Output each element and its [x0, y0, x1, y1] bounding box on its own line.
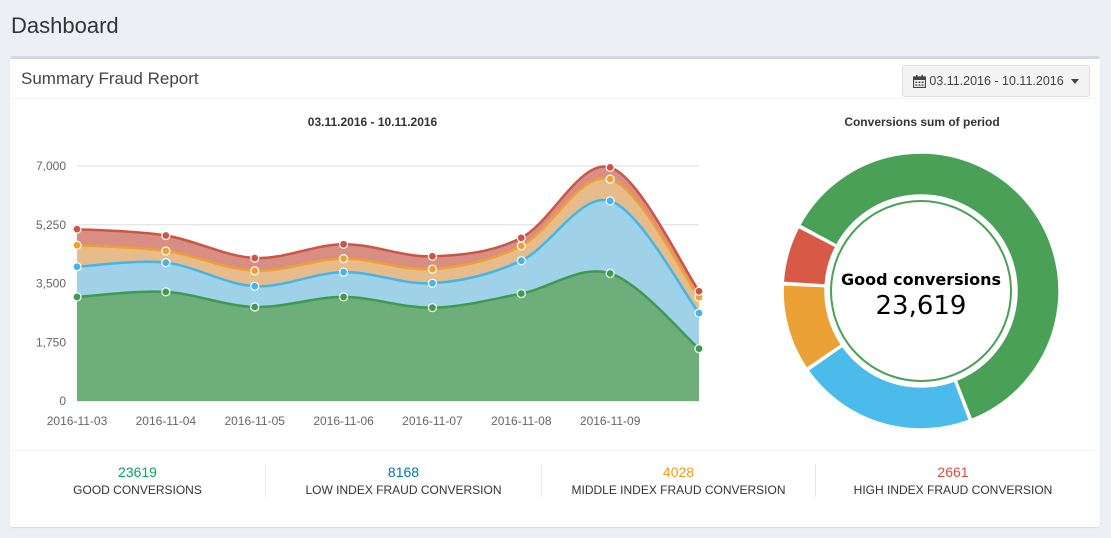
data-point [605, 162, 615, 172]
box-header: Summary Fraud Report 03.11.2016 - 10.11.… [10, 59, 1100, 99]
stat-high-index-fraud: 2661 HIGH INDEX FRAUD CONVERSION [816, 464, 1090, 497]
calendar-icon [913, 74, 927, 88]
area-fill-good-conversions [77, 271, 699, 401]
box-title: Summary Fraud Report [21, 69, 199, 88]
data-point [694, 344, 704, 354]
data-point [72, 224, 82, 234]
area-chart: 0 1,750 3,500 5,250 7,000 2016-11-03 2016-11-0… [36, 159, 704, 428]
data-point [161, 230, 171, 241]
stat-label: HIGH INDEX FRAUD CONVERSION [853, 483, 1053, 497]
donut-inner-ring [830, 200, 1012, 382]
data-point [250, 253, 260, 263]
y-tick-label: 7,000 [36, 159, 66, 173]
data-point [605, 268, 615, 279]
x-tick-label: 2016-11-03 [47, 414, 108, 428]
y-tick-label: 1,750 [36, 335, 66, 349]
y-tick-label: 0 [59, 394, 66, 408]
donut-chart [782, 152, 1060, 430]
area-chart-title: 03.11.2016 - 10.11.2016 [307, 115, 438, 129]
stat-value: 2661 [937, 464, 969, 480]
caret-down-icon [1070, 78, 1079, 84]
stat-good-conversions: 23619 GOOD CONVERSIONS [10, 464, 266, 497]
data-point [427, 264, 438, 274]
data-point [72, 240, 82, 250]
data-point [694, 286, 704, 296]
stat-label: LOW INDEX FRAUD CONVERSION [305, 483, 502, 497]
data-point [161, 258, 171, 268]
data-point [338, 292, 349, 302]
x-tick-label: 2016-11-05 [224, 414, 285, 428]
x-tick-label: 2016-11-09 [580, 414, 641, 428]
stat-low-index-fraud: 8168 LOW INDEX FRAUD CONVERSION [266, 464, 542, 497]
stat-middle-index-fraud: 4028 MIDDLE INDEX FRAUD CONVERSION [542, 464, 816, 497]
donut-slice-low-index-fraud-conversion [807, 345, 971, 430]
stat-value: 8168 [387, 464, 420, 480]
data-point [250, 266, 260, 276]
stat-value: 4028 [662, 464, 695, 480]
data-point [516, 288, 526, 299]
page-title: Dashboard [11, 13, 119, 38]
y-tick-label: 5,250 [36, 218, 66, 232]
data-point [250, 281, 260, 291]
data-point [72, 262, 82, 272]
summary-fraud-report-box: Summary Fraud Report 03.11.2016 - 10.11.… [10, 56, 1100, 527]
x-tick-label: 2016-11-06 [313, 414, 374, 428]
stat-label: GOOD CONVERSIONS [73, 483, 202, 497]
data-point [605, 196, 615, 206]
data-point [161, 246, 171, 256]
data-point [427, 303, 438, 313]
data-point [516, 233, 526, 243]
donut-center-value: 23,619 [875, 291, 967, 321]
stats-footer: 23619 GOOD CONVERSIONS 8168 LOW INDEX FR… [10, 450, 1100, 528]
x-tick-label: 2016-11-04 [136, 414, 197, 428]
donut-center-label: Good conversions 23,619 [820, 270, 1022, 321]
x-tick-label: 2016-11-07 [402, 414, 463, 428]
donut-slice-high-index-fraud-conversion [782, 226, 837, 286]
data-point [338, 254, 349, 264]
donut-center-title: Good conversions [840, 270, 1002, 289]
data-point [605, 174, 615, 184]
stat-value: 23619 [118, 464, 157, 480]
data-point [694, 308, 704, 318]
data-point [338, 267, 349, 277]
date-range-button[interactable]: 03.11.2016 - 10.11.2016 [902, 65, 1090, 97]
data-point [516, 256, 526, 266]
x-tick-label: 2016-11-08 [491, 414, 552, 428]
donut-slice-middle-index-fraud-conversion [782, 283, 843, 370]
date-range-label: 03.11.2016 - 10.11.2016 [929, 74, 1064, 88]
data-point [338, 239, 349, 249]
data-point [427, 251, 438, 261]
stat-label: MIDDLE INDEX FRAUD CONVERSION [571, 483, 786, 497]
data-point [161, 287, 171, 297]
data-point [427, 278, 438, 288]
y-tick-label: 3,500 [36, 277, 66, 291]
donut-chart-title: Conversions sum of period [844, 115, 1000, 129]
data-point [250, 302, 260, 312]
donut-slice-good-conversions [798, 152, 1060, 421]
data-point [72, 292, 82, 302]
